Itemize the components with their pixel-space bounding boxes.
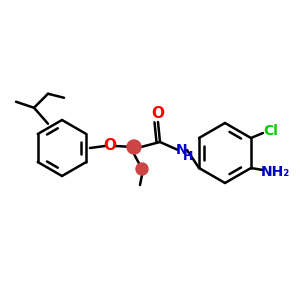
Text: N: N xyxy=(176,143,188,157)
Circle shape xyxy=(136,163,148,175)
Text: Cl: Cl xyxy=(263,124,278,138)
Text: NH₂: NH₂ xyxy=(260,165,290,179)
Text: O: O xyxy=(152,106,164,122)
Circle shape xyxy=(127,140,141,154)
Text: O: O xyxy=(103,139,116,154)
Text: H: H xyxy=(183,149,193,163)
